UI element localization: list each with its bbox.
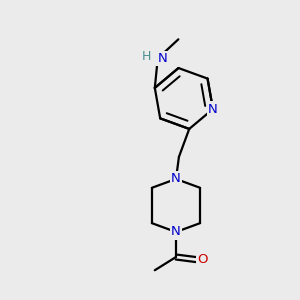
Text: N: N xyxy=(208,103,218,116)
Text: N: N xyxy=(171,226,181,238)
Text: N: N xyxy=(171,172,181,185)
Text: N: N xyxy=(157,52,167,65)
Text: O: O xyxy=(197,254,208,266)
Text: H: H xyxy=(142,50,151,63)
